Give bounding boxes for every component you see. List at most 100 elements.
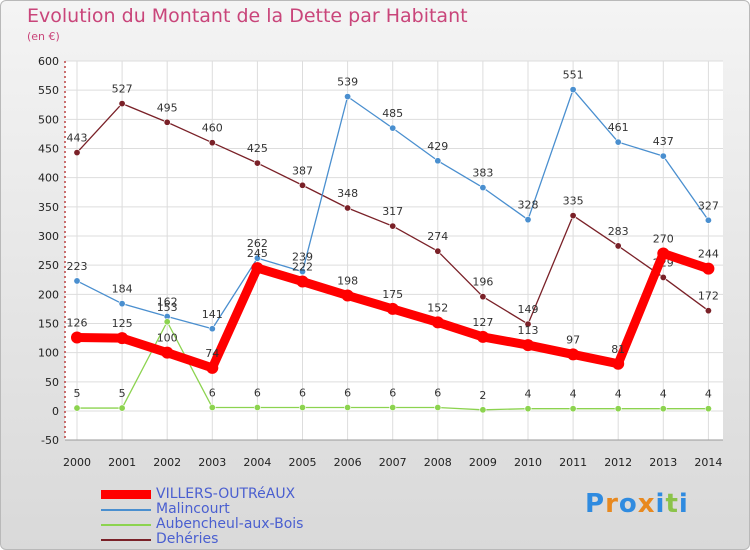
x-tick-label: 2006 xyxy=(334,456,362,469)
data-point-villers-outr-aux xyxy=(431,316,444,329)
data-label-villers-outr-aux: 127 xyxy=(472,316,493,329)
data-point-aubencheul-aux-bois xyxy=(524,405,532,413)
logo-letter: t xyxy=(665,489,679,519)
logo-letter: i xyxy=(655,489,666,519)
data-point-villers-outr-aux xyxy=(386,302,399,315)
data-label-deh-ries: 196 xyxy=(472,276,493,289)
data-point-malincourt xyxy=(434,157,442,165)
data-point-malincourt xyxy=(73,277,81,285)
data-label-malincourt: 429 xyxy=(427,140,448,153)
data-label-deh-ries: 172 xyxy=(698,290,719,303)
legend-item: Malincourt xyxy=(101,502,303,517)
data-point-deh-ries xyxy=(118,100,126,108)
data-label-malincourt: 539 xyxy=(337,76,358,89)
data-label-aubencheul-aux-bois: 6 xyxy=(299,387,306,400)
data-label-aubencheul-aux-bois: 6 xyxy=(434,387,441,400)
x-tick-label: 2011 xyxy=(559,456,587,469)
data-label-aubencheul-aux-bois: 5 xyxy=(74,387,81,400)
data-label-deh-ries: 348 xyxy=(337,187,358,200)
data-point-malincourt xyxy=(479,184,487,192)
data-label-malincourt: 551 xyxy=(563,69,584,82)
data-point-deh-ries xyxy=(344,204,352,212)
data-point-malincourt xyxy=(569,86,577,94)
data-point-aubencheul-aux-bois xyxy=(118,404,126,412)
data-point-villers-outr-aux xyxy=(206,361,219,374)
data-label-deh-ries: 317 xyxy=(382,205,403,218)
x-tick-label: 2012 xyxy=(604,456,632,469)
y-tick-label: 400 xyxy=(38,172,59,185)
data-label-aubencheul-aux-bois: 4 xyxy=(660,388,667,401)
data-point-villers-outr-aux xyxy=(522,339,534,352)
data-point-deh-ries xyxy=(208,139,216,147)
legend-item: Aubencheul-aux-Bois xyxy=(101,517,303,532)
data-point-aubencheul-aux-bois xyxy=(704,405,712,413)
y-tick-label: 200 xyxy=(38,288,59,301)
data-point-aubencheul-aux-bois xyxy=(614,405,622,413)
data-label-deh-ries: 387 xyxy=(292,164,313,177)
legend-item: Dehéries xyxy=(101,532,303,547)
x-tick-label: 2005 xyxy=(289,456,317,469)
data-point-aubencheul-aux-bois xyxy=(208,404,216,412)
data-label-villers-outr-aux: 244 xyxy=(698,248,719,261)
data-point-malincourt xyxy=(614,138,622,146)
data-point-aubencheul-aux-bois xyxy=(253,404,261,412)
data-point-malincourt xyxy=(524,216,532,224)
data-point-villers-outr-aux xyxy=(657,247,670,260)
y-tick-label: 550 xyxy=(38,84,59,97)
data-label-malincourt: 328 xyxy=(518,199,539,212)
chart-unit: (en €) xyxy=(27,30,60,43)
data-label-aubencheul-aux-bois: 6 xyxy=(209,387,216,400)
x-tick-label: 2013 xyxy=(649,456,677,469)
data-point-malincourt xyxy=(208,325,216,333)
data-point-aubencheul-aux-bois xyxy=(479,406,487,414)
data-label-aubencheul-aux-bois: 153 xyxy=(157,301,178,314)
data-point-malincourt xyxy=(389,124,397,132)
proxiti-logo: Proxiti xyxy=(585,489,689,519)
data-point-aubencheul-aux-bois xyxy=(389,404,397,412)
data-label-villers-outr-aux: 97 xyxy=(566,333,580,346)
data-label-malincourt: 485 xyxy=(382,107,403,120)
data-point-aubencheul-aux-bois xyxy=(163,318,171,326)
logo-letter: o xyxy=(618,489,638,519)
data-label-malincourt: 383 xyxy=(472,167,493,180)
data-label-deh-ries: 495 xyxy=(157,101,178,114)
data-label-villers-outr-aux: 175 xyxy=(382,288,403,301)
data-label-villers-outr-aux: 126 xyxy=(67,317,88,330)
x-tick-label: 2010 xyxy=(514,456,542,469)
data-point-villers-outr-aux xyxy=(251,262,264,275)
legend-swatch xyxy=(101,490,151,499)
data-point-malincourt xyxy=(118,300,126,308)
legend-label: Dehéries xyxy=(156,531,219,547)
data-point-aubencheul-aux-bois xyxy=(569,405,577,413)
data-point-deh-ries xyxy=(253,159,261,167)
legend-swatch xyxy=(101,508,151,511)
data-label-malincourt: 437 xyxy=(653,135,674,148)
data-label-malincourt: 141 xyxy=(202,308,223,321)
data-label-villers-outr-aux: 198 xyxy=(337,275,358,288)
data-label-malincourt: 461 xyxy=(608,121,629,134)
y-tick-label: 100 xyxy=(38,347,59,360)
data-point-villers-outr-aux xyxy=(702,262,715,275)
data-label-aubencheul-aux-bois: 6 xyxy=(389,387,396,400)
data-point-aubencheul-aux-bois xyxy=(73,404,81,412)
data-label-deh-ries: 149 xyxy=(518,303,539,316)
data-label-villers-outr-aux: 152 xyxy=(427,301,448,314)
data-point-villers-outr-aux xyxy=(296,275,309,288)
data-point-deh-ries xyxy=(73,149,81,157)
y-tick-label: 600 xyxy=(38,55,59,68)
data-point-aubencheul-aux-bois xyxy=(344,404,352,412)
data-point-malincourt xyxy=(344,93,352,101)
data-label-aubencheul-aux-bois: 6 xyxy=(344,387,351,400)
data-point-villers-outr-aux xyxy=(612,357,625,370)
data-label-malincourt: 162 xyxy=(157,296,178,309)
y-tick-label: 50 xyxy=(45,376,59,389)
x-tick-label: 2001 xyxy=(108,456,136,469)
data-label-villers-outr-aux: 100 xyxy=(157,332,178,345)
data-point-aubencheul-aux-bois xyxy=(434,404,442,412)
legend-label: Malincourt xyxy=(156,501,230,517)
data-label-aubencheul-aux-bois: 4 xyxy=(525,388,532,401)
data-point-deh-ries xyxy=(569,212,577,220)
x-tick-label: 2000 xyxy=(63,456,91,469)
data-label-deh-ries: 460 xyxy=(202,122,223,135)
